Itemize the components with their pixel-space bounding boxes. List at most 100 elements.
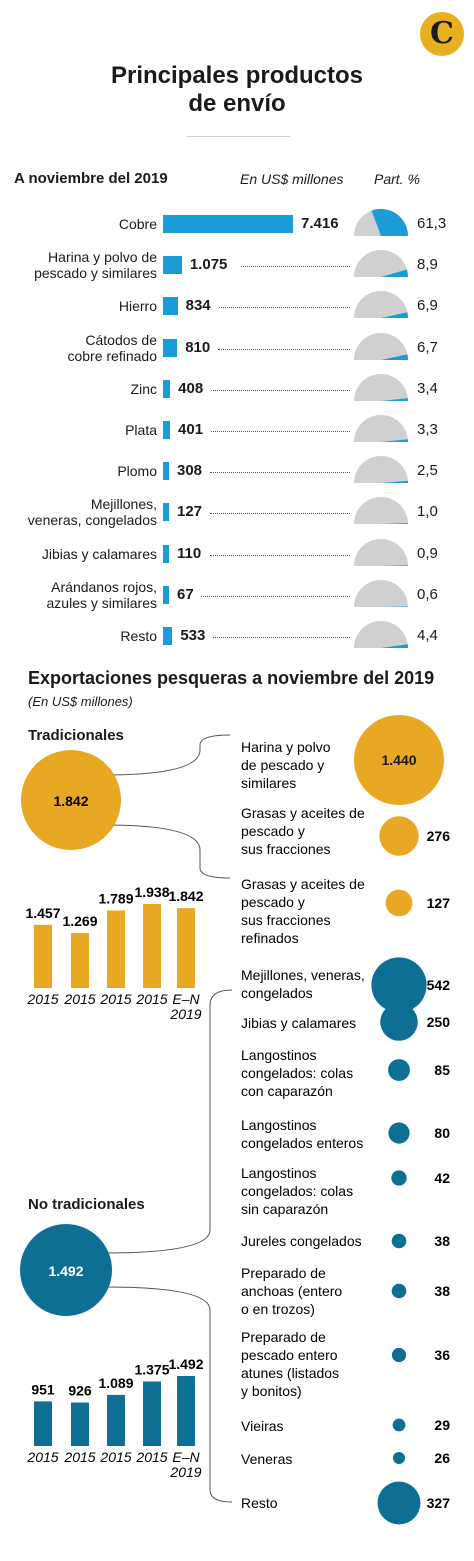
history-bar-category: 2015 (63, 991, 95, 1007)
bubble-item-label: Preparado de (241, 1329, 326, 1345)
share-gauge (354, 291, 408, 319)
product-label: Jibias y calamares (42, 546, 157, 562)
gauge-share-slice (381, 481, 409, 484)
bubble (392, 1418, 406, 1432)
bubble-value: 276 (427, 828, 451, 844)
history-bar-value: 1.457 (25, 905, 60, 921)
history-bar-value: 1.938 (134, 884, 169, 900)
bubble-item-label: congelados: colas (241, 1065, 353, 1081)
bubble-item-label: pescado y (241, 894, 305, 910)
product-value: 401 (178, 421, 204, 438)
bubble-value: 85 (434, 1062, 450, 1078)
history-bar-value: 926 (68, 1383, 92, 1399)
gauge-background (354, 291, 408, 319)
bubble-item-label: congelados (241, 985, 313, 1001)
gauge-share-slice (381, 353, 408, 360)
product-value: 408 (178, 379, 204, 397)
share-gauge (354, 208, 408, 236)
history-bar (143, 1381, 161, 1446)
history-bar-category: 2015 (99, 1449, 131, 1465)
product-label-line: Harina y polvo de (48, 249, 157, 266)
share-value: 3,4 (417, 379, 438, 397)
product-label: Arándanos rojos, azules y similares (47, 579, 157, 611)
share-gauge (354, 332, 408, 360)
connector-line (103, 1286, 233, 1503)
product-label-line: veneras, congelados (27, 512, 157, 529)
product-label: Harina y polvo de pescado y similares (34, 249, 157, 281)
bubble (385, 889, 413, 917)
title-divider (187, 136, 290, 137)
product-label-line: Cobre (118, 216, 157, 232)
share-value: 4,4 (417, 627, 438, 644)
bubble-item-label: pescado y (241, 823, 305, 839)
bubble-item-label: anchoas (entero (241, 1283, 342, 1299)
history-bar (107, 1394, 125, 1446)
bubble-item-label: Vieiras (241, 1418, 284, 1434)
bubble-item-label: Grasas y aceites de (241, 876, 365, 892)
connector-line (103, 989, 233, 1254)
product-bar (163, 379, 171, 398)
gauge-background (354, 373, 408, 401)
bubble-item-label: similares (241, 775, 296, 791)
product-label-line: Arándanos rojos, (51, 578, 157, 595)
history-bar-category: 2015 (26, 991, 58, 1007)
non-traditional-heading: No tradicionales (28, 1196, 145, 1213)
bubble-item-label: Veneras (241, 1451, 292, 1467)
product-label: Cátodos de cobre refinado (67, 332, 157, 364)
non-traditional-total-circle (20, 1224, 112, 1316)
date-label: A noviembre del 2019 (14, 170, 168, 187)
history-bar-value: 1.492 (168, 1356, 203, 1372)
leader-line (210, 472, 350, 474)
bubble-item-label: refinados (241, 930, 299, 946)
product-label: Mejillones, veneras, congelados (28, 496, 157, 528)
product-value: 810 (185, 338, 211, 356)
product-value: 1.075 (189, 256, 228, 274)
history-bar (177, 908, 195, 988)
product-label-line: Resto (120, 628, 157, 644)
product-bar (163, 627, 173, 645)
history-bar-category: 2015 (63, 1449, 95, 1465)
history-bar-category: 2015 (135, 991, 167, 1007)
product-label-line: pescado y similares (34, 265, 157, 282)
history-bar-category: 2015 (26, 1449, 58, 1465)
bubble (354, 715, 444, 805)
share-value: 3,3 (417, 421, 438, 438)
bubble-value: 542 (427, 977, 451, 993)
share-value: 0,6 (417, 585, 438, 603)
gauge-background (354, 250, 408, 278)
traditional-total-circle (21, 750, 121, 850)
product-label: Resto (120, 628, 157, 644)
share-gauge (354, 415, 409, 442)
gauge-share-slice (381, 523, 409, 525)
product-value: 110 (177, 544, 202, 562)
bubble-item-label: sin caparazón (241, 1201, 328, 1217)
gauge-background (354, 579, 408, 607)
share-value: 2,5 (417, 462, 438, 480)
connector-line (103, 734, 231, 776)
gauge-share-slice (381, 606, 409, 607)
history-bar-category: 2019 (169, 1464, 201, 1480)
product-value: 67 (177, 585, 194, 603)
share-gauge (354, 538, 408, 566)
share-value: 0,9 (417, 544, 438, 562)
history-bar (34, 1401, 52, 1446)
bubble-item-label: Langostinos (241, 1117, 317, 1133)
history-bar-category: E–N (172, 991, 200, 1007)
bubble-value: 38 (434, 1233, 450, 1249)
history-bar (107, 910, 125, 988)
gauge-background (354, 538, 408, 566)
bubble (380, 1003, 418, 1041)
leader-line (210, 554, 350, 556)
bubble-item-label: Langostinos (241, 1047, 317, 1063)
bubble-item-label: sus fracciones (241, 912, 330, 928)
bubble-item-label: Grasas y aceites de (241, 805, 365, 821)
product-bar (163, 256, 182, 275)
product-bar (163, 503, 169, 522)
page-title: Principales productos de envío (0, 62, 474, 118)
bubble-item-label: o en trozos) (241, 1301, 315, 1317)
bubble-item-label: congelados enteros (241, 1135, 363, 1151)
bubble-item-label: y bonitos) (241, 1383, 302, 1399)
history-bar-category: 2015 (135, 1449, 167, 1465)
product-label-line: Mejillones, (90, 496, 157, 513)
